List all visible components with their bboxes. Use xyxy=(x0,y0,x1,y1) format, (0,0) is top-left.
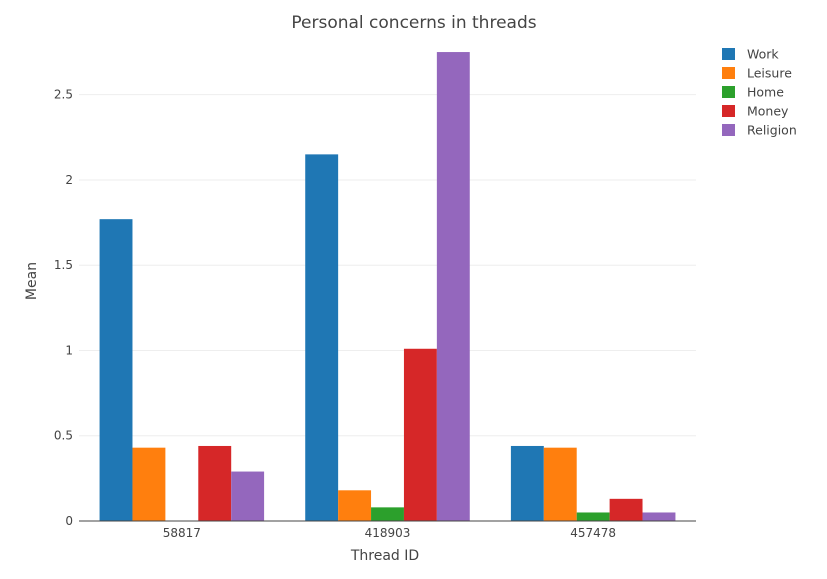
legend-label: Religion xyxy=(747,123,797,138)
y-tick-label: 0.5 xyxy=(54,429,73,443)
bar-home-418903[interactable] xyxy=(371,507,404,521)
legend[interactable]: Work Leisure Home Money Religion xyxy=(722,47,797,138)
bar-religion-418903[interactable] xyxy=(436,52,470,521)
bar-home-457478[interactable] xyxy=(576,512,610,521)
legend-item-home[interactable]: Home xyxy=(722,85,784,100)
legend-item-work[interactable]: Work xyxy=(722,47,779,62)
bar-work-457478[interactable] xyxy=(510,445,544,521)
x-tick-label: 58817 xyxy=(163,526,201,540)
bar-leisure-58817[interactable] xyxy=(132,447,166,521)
legend-item-religion[interactable]: Religion xyxy=(722,123,797,138)
y-tick-label: 1 xyxy=(65,343,73,357)
legend-item-leisure[interactable]: Leisure xyxy=(722,66,792,81)
chart-title: Personal concerns in threads xyxy=(291,13,536,33)
y-tick-label: 2.5 xyxy=(54,88,73,102)
bar-leisure-418903[interactable] xyxy=(338,490,372,521)
bar-religion-58817[interactable] xyxy=(231,471,265,521)
legend-swatch xyxy=(722,124,735,136)
x-tick-label: 457478 xyxy=(570,526,616,540)
bar-work-58817[interactable] xyxy=(99,219,133,521)
y-tick-label: 1.5 xyxy=(54,258,73,272)
x-tick-label: 418903 xyxy=(365,526,411,540)
legend-label: Money xyxy=(747,104,789,119)
legend-label: Leisure xyxy=(747,66,792,81)
y-tick-label: 0 xyxy=(65,514,73,528)
y-axis-ticks: 0 0.5 1 1.5 2 2.5 xyxy=(54,88,73,528)
x-axis-label: Thread ID xyxy=(350,548,419,564)
bar-religion-457478[interactable] xyxy=(642,512,676,521)
bar-money-457478[interactable] xyxy=(609,498,643,521)
legend-swatch xyxy=(722,86,735,98)
legend-label: Work xyxy=(747,47,779,62)
y-tick-label: 2 xyxy=(65,173,73,187)
bar-work-418903[interactable] xyxy=(305,154,339,522)
y-axis-label: Mean xyxy=(24,262,40,300)
bars xyxy=(99,52,676,522)
legend-swatch xyxy=(722,67,735,79)
bar-leisure-457478[interactable] xyxy=(543,447,577,521)
legend-item-money[interactable]: Money xyxy=(722,104,789,119)
legend-swatch xyxy=(722,48,735,60)
x-axis-ticks: 58817 418903 457478 xyxy=(163,526,616,540)
bar-money-58817[interactable] xyxy=(198,445,232,521)
grid-lines xyxy=(79,94,696,437)
legend-swatch xyxy=(722,105,735,117)
legend-label: Home xyxy=(747,85,784,100)
bar-money-418903[interactable] xyxy=(403,348,437,521)
